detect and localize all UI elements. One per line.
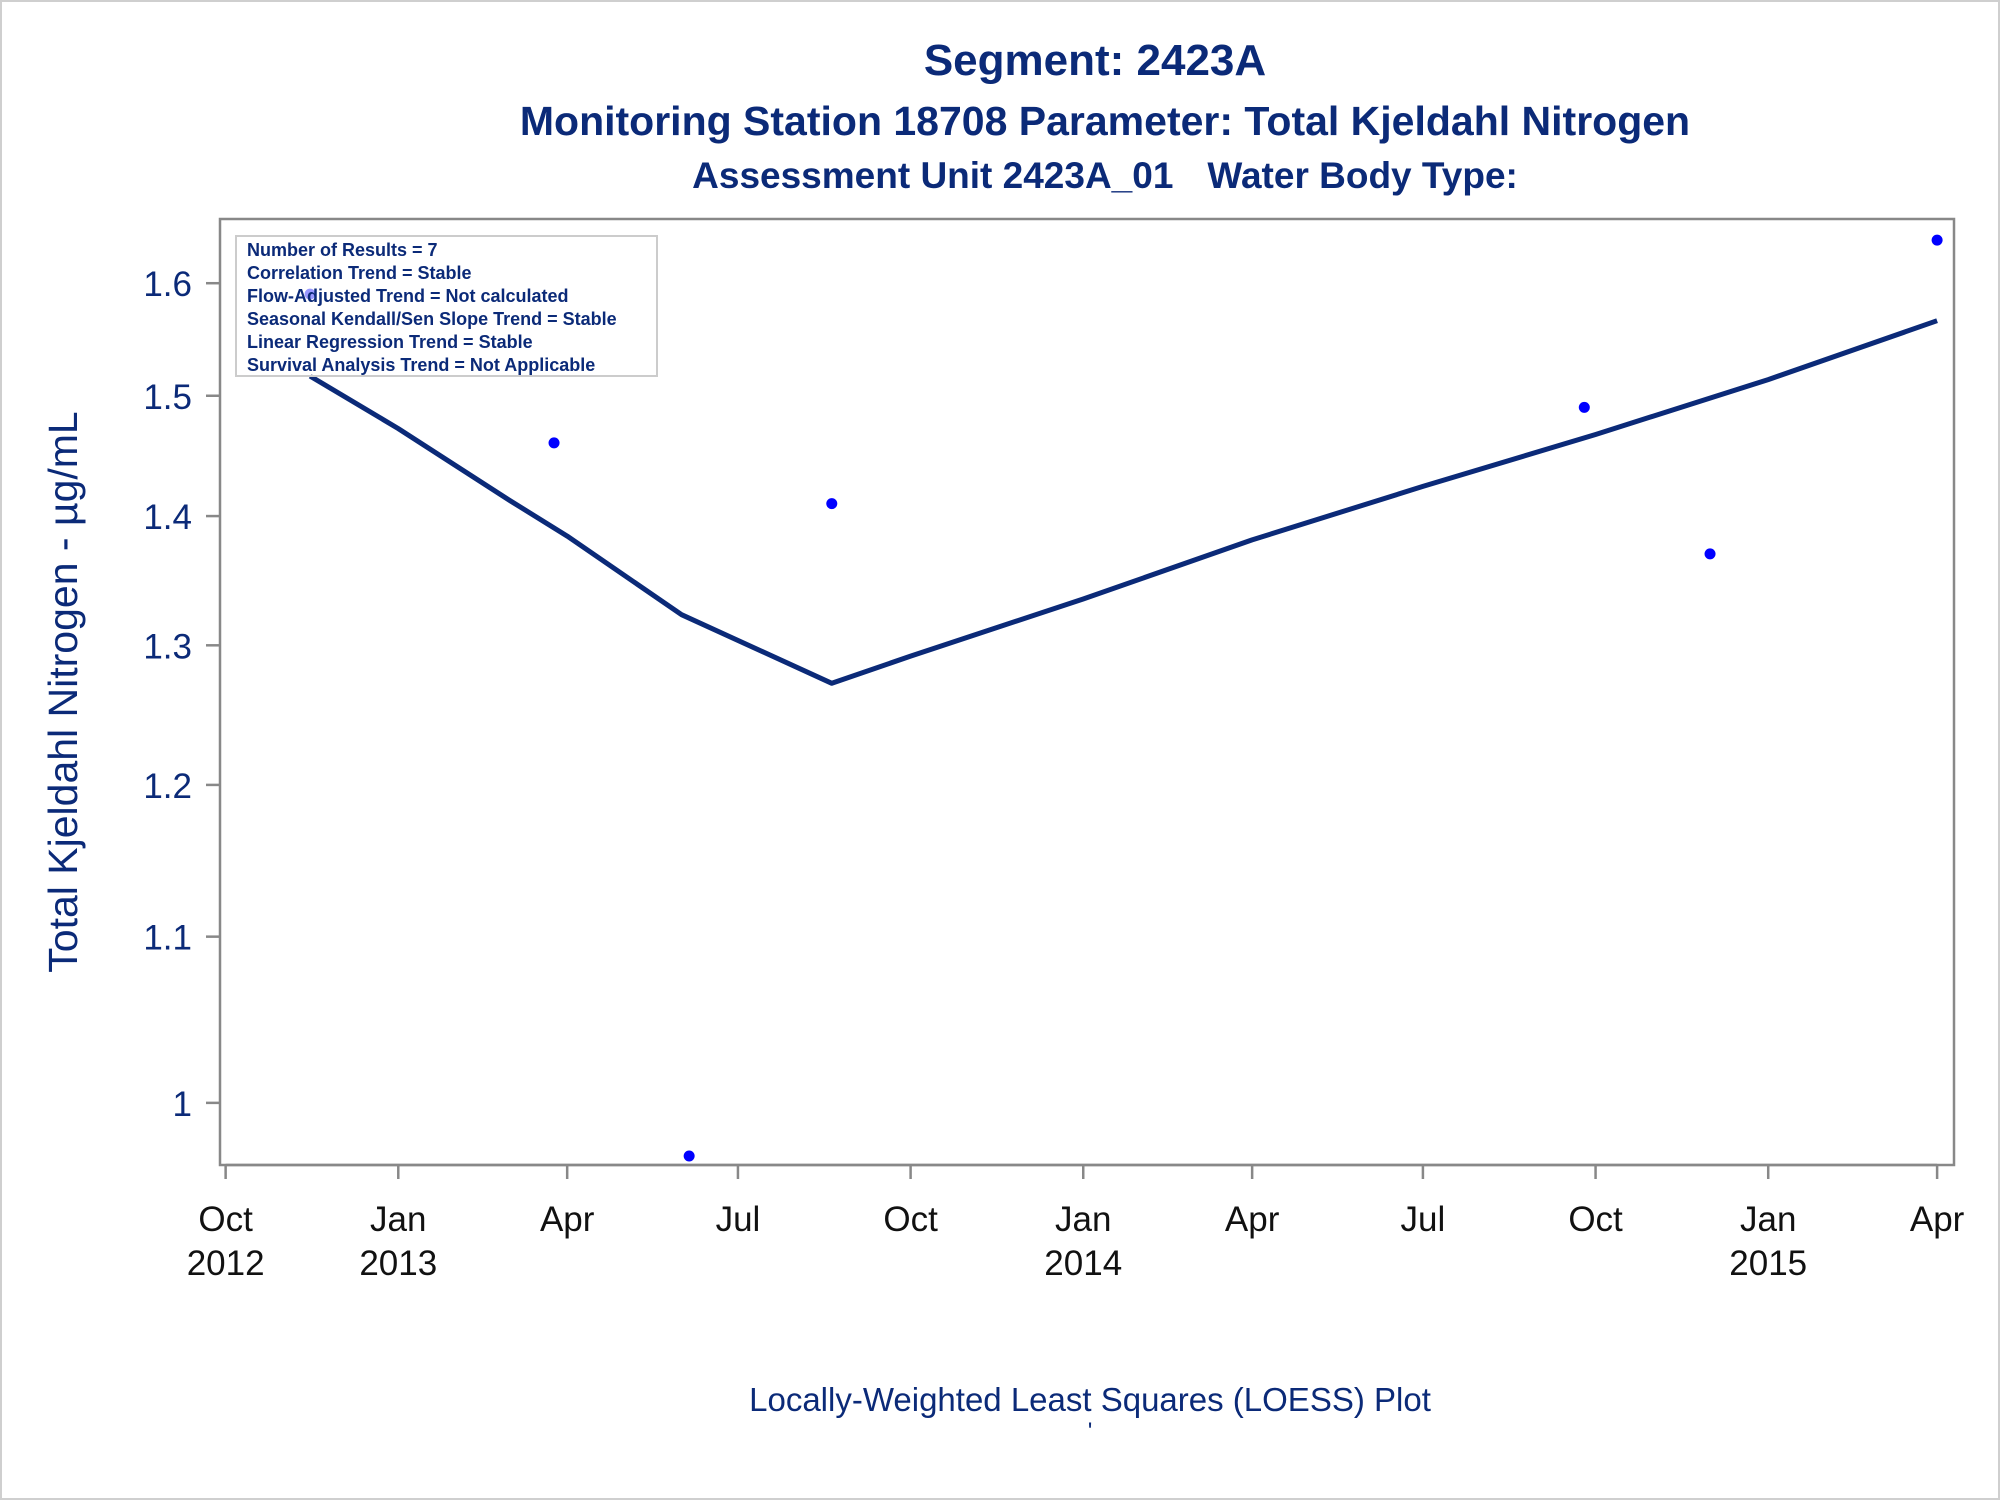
chart-subtitle-station: Monitoring Station 18708 Parameter: Tota… bbox=[519, 98, 1691, 144]
x-tick-label-month: Jul bbox=[1401, 1200, 1446, 1239]
data-point bbox=[826, 498, 838, 510]
x-axis: Oct 2012 Jan 2013 Apr Jul Oct Jan 2014 Apr Jul Oct J… bbox=[187, 1163, 1965, 1283]
y-tick-label: 1.6 bbox=[143, 265, 192, 304]
assessment-unit-label: Assessment Unit 2423A_01 bbox=[692, 155, 1174, 196]
footnote-mark: ' bbox=[1087, 1418, 1093, 1445]
x-tick-label-year: 2015 bbox=[1729, 1244, 1807, 1283]
x-tick-label-month: Jan bbox=[1740, 1200, 1796, 1239]
water-body-type-label: Water Body Type: bbox=[1207, 155, 1518, 196]
loess-line-series bbox=[308, 318, 1938, 686]
footnote: Locally-Weighted Least Squares (LOESS) P… bbox=[749, 1381, 1431, 1418]
x-tick-label-month: Oct bbox=[198, 1200, 253, 1239]
y-tick-label: 1.3 bbox=[143, 627, 192, 666]
x-tick-label-month: Apr bbox=[540, 1200, 595, 1239]
x-tick-label-year: 2012 bbox=[187, 1244, 265, 1283]
x-tick-label-month: Apr bbox=[1910, 1200, 1965, 1239]
y-tick-label: 1.1 bbox=[143, 919, 192, 958]
chart-title: Segment: 2423A bbox=[923, 36, 1267, 85]
inset-legend-line: Seasonal Kendall/Sen Slope Trend = Stabl… bbox=[247, 309, 617, 329]
x-tick-label-month: Oct bbox=[883, 1200, 938, 1239]
x-tick-label-month: Oct bbox=[1568, 1200, 1623, 1239]
loess-line bbox=[308, 318, 1938, 686]
data-point bbox=[548, 437, 560, 449]
x-tick-label-year: 2013 bbox=[359, 1244, 437, 1283]
y-tick-label: 1 bbox=[173, 1085, 192, 1124]
y-axis: 1 1.1 1.2 1.3 1.4 1.5 1.6 bbox=[143, 265, 220, 1124]
y-tick-label: 1.4 bbox=[143, 498, 192, 537]
inset-legend: Number of Results = 7 Correlation Trend =… bbox=[235, 235, 658, 377]
inset-legend-line: Linear Regression Trend = Stable bbox=[247, 332, 533, 352]
data-point bbox=[1578, 401, 1590, 413]
y-tick-label: 1.5 bbox=[143, 378, 192, 417]
y-tick-label: 1.2 bbox=[143, 767, 192, 806]
x-tick-label-year: 2014 bbox=[1044, 1244, 1122, 1283]
y-axis-label: Total Kjeldahl Nitrogen - µg/mL bbox=[40, 411, 86, 972]
x-tick-label-month: Apr bbox=[1225, 1200, 1280, 1239]
inset-legend-line: Correlation Trend = Stable bbox=[247, 263, 472, 283]
inset-legend-line: Number of Results = 7 bbox=[247, 240, 438, 260]
x-tick-label-month: Jan bbox=[370, 1200, 426, 1239]
chart-subtitle-assessment: Assessment Unit 2423A_01 Water Body Type: bbox=[0, 155, 2000, 197]
x-tick-label-month: Jul bbox=[716, 1200, 761, 1239]
data-point bbox=[683, 1150, 695, 1162]
x-tick-label-month: Jan bbox=[1055, 1200, 1111, 1239]
inset-legend-box bbox=[235, 235, 658, 377]
data-point bbox=[1931, 234, 1943, 246]
inset-legend-line: Flow-Adjusted Trend = Not calculated bbox=[247, 286, 569, 306]
data-point bbox=[1704, 548, 1716, 560]
inset-legend-line: Survival Analysis Trend = Not Applicable bbox=[247, 355, 595, 375]
